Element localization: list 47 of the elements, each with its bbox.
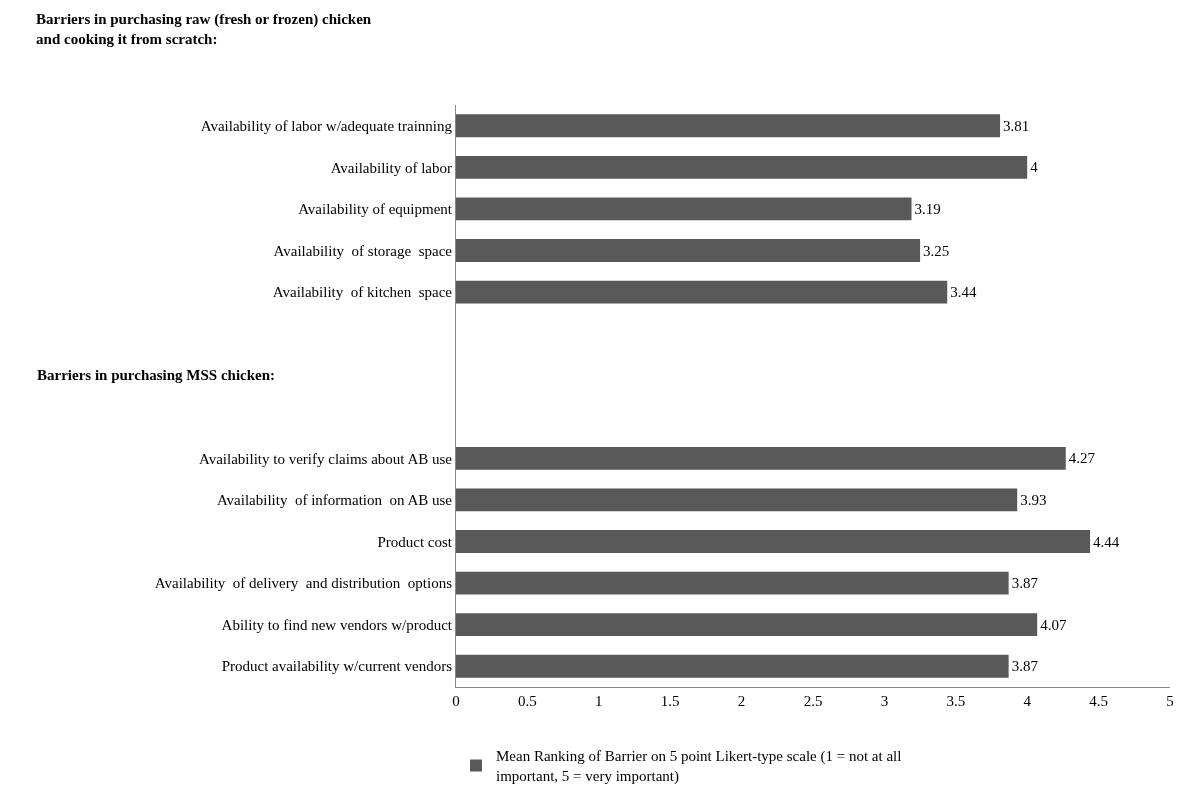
data-label: 3.93 <box>1020 491 1047 508</box>
data-label: 3.87 <box>1011 575 1039 592</box>
x-tick-label: 5 <box>1166 693 1174 709</box>
data-label: 4.27 <box>1068 450 1096 467</box>
data-label: 3.81 <box>1003 117 1030 134</box>
bar <box>456 571 1009 595</box>
y-tick-label: Availability of labor w/adequate trainning <box>200 118 453 135</box>
data-label: 3.19 <box>914 200 941 217</box>
y-tick-label: Availability of information on AB use <box>216 492 453 509</box>
x-tick-label: 3.5 <box>946 693 966 709</box>
data-label: 3.87 <box>1011 658 1039 675</box>
bar <box>456 530 1091 553</box>
x-tick-label: 2.5 <box>803 693 823 709</box>
data-label: 4 <box>1030 159 1039 176</box>
y-tick-label: Availability of storage space <box>273 242 453 259</box>
y-tick-label: Availability of labor <box>330 159 452 176</box>
y-tick-label: Availability of kitchen space <box>272 284 453 301</box>
x-tick-label: 0 <box>452 693 460 709</box>
bar <box>456 654 1009 678</box>
x-tick-label: 1.5 <box>660 693 680 709</box>
data-label: 4.07 <box>1040 616 1067 633</box>
y-tick-label: Product cost <box>377 533 453 550</box>
x-tick-label: 4 <box>1023 693 1032 709</box>
bar <box>456 155 1028 179</box>
data-label: 3.25 <box>923 242 950 259</box>
x-tick-label: 3 <box>880 693 889 709</box>
bar <box>456 114 1001 138</box>
x-tick-label: 2 <box>737 693 746 709</box>
bar <box>456 613 1038 637</box>
bar <box>456 239 921 262</box>
bar <box>456 488 1018 512</box>
data-label: 4.44 <box>1093 533 1120 550</box>
bar <box>456 446 1066 470</box>
legend-label: Mean Ranking of Barrier on 5 point Likert-type scale (1 = not at all important, 5 = very important) <box>496 748 902 785</box>
text: Barriers in purchasing MSS chicken: <box>37 367 276 383</box>
x-tick-label: 4.5 <box>1089 693 1108 709</box>
data-label: 3.44 <box>950 284 977 301</box>
bar <box>456 280 948 304</box>
x-tick-label: 1 <box>595 693 603 709</box>
y-tick-label: Product availability w/current vendors <box>221 658 453 675</box>
y-tick-label: Availability of delivery and distribution options <box>154 575 453 592</box>
y-tick-label: Availability to verify claims about AB use <box>198 450 453 467</box>
bar <box>456 197 912 221</box>
y-tick-label: Ability to find new vendors w/product <box>221 616 453 633</box>
y-tick-label: Availability of equipment <box>298 201 453 218</box>
text: Barriers in purchasing raw (fresh or frozen) chicken and cooking it from scratch: <box>36 11 372 47</box>
x-tick-label: 0.5 <box>518 693 537 709</box>
